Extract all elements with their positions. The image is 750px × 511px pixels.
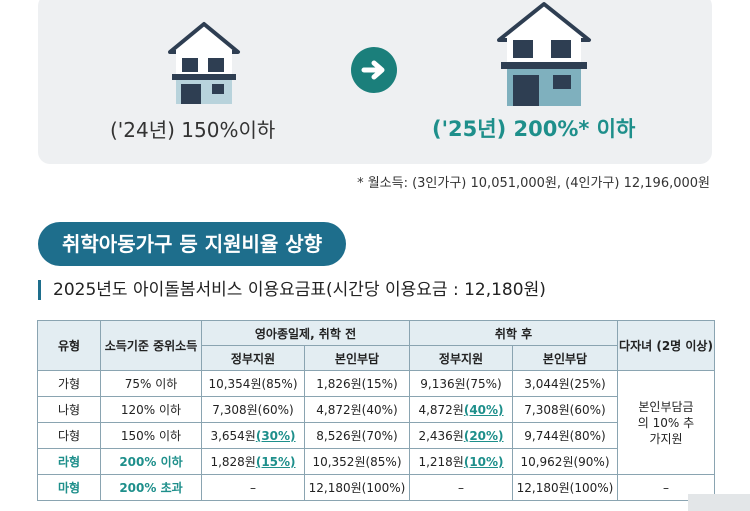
- fee-table: 유형 소득기준 중위소득 영아종일제, 취학 전 취학 후 다자녀 (2명 이상…: [37, 320, 715, 501]
- house-icon: [166, 20, 242, 104]
- percent-highlight: (30%): [255, 429, 296, 443]
- header-post-gov: 정부지원: [409, 345, 513, 371]
- header-before-school: 영아종일제, 취학 전: [201, 320, 410, 346]
- post-gov-cell: 4,872원(40%): [409, 396, 513, 423]
- post-self-cell: 3,044원(25%): [512, 370, 618, 397]
- pre-gov-cell: 10,354원(85%): [201, 370, 305, 397]
- amount: 4,872원: [418, 403, 464, 417]
- table-row: 다형 150% 이하 3,654원(30%) 8,526원(70%) 2,436…: [37, 422, 715, 449]
- income-cell: 150% 이하: [100, 422, 202, 449]
- pre-self-cell: 10,352원(85%): [304, 448, 410, 475]
- table-row: 라형 200% 이하 1,828원(15%) 10,352원(85%) 1,21…: [37, 448, 715, 475]
- income-cell: 120% 이하: [100, 396, 202, 423]
- pre-gov-cell: 7,308원(60%): [201, 396, 305, 423]
- post-gov-cell: 2,436원(20%): [409, 422, 513, 449]
- income-cell: 75% 이하: [100, 370, 202, 397]
- arrow-right-icon: [351, 47, 397, 93]
- post-gov-cell: 1,218원(10%): [409, 448, 513, 475]
- type-cell: 라형: [37, 448, 101, 475]
- post-self-cell: 7,308원(60%): [512, 396, 618, 423]
- pre-self-cell: 8,526원(70%): [304, 422, 410, 449]
- header-multi-child: 다자녀 (2명 이상): [617, 320, 715, 371]
- type-cell: 나형: [37, 396, 101, 423]
- income-cell: 200% 이하: [100, 448, 202, 475]
- pre-self-cell: 12,180원(100%): [304, 474, 410, 501]
- corner-overlay: [688, 494, 750, 511]
- header-income: 소득기준 중위소득: [100, 320, 202, 371]
- pre-gov-cell: 1,828원(15%): [201, 448, 305, 475]
- table-row: 나형 120% 이하 7,308원(60%) 4,872원(40%) 4,872…: [37, 396, 715, 423]
- house-icon: [495, 0, 593, 106]
- amount: 3,654원: [210, 429, 256, 443]
- type-cell: 마형: [37, 474, 101, 501]
- pre-self-cell: 4,872원(40%): [304, 396, 410, 423]
- table-title: 2025년도 아이돌봄서비스 이용요금표(시간당 이용요금 : 12,180원): [38, 280, 546, 300]
- income-cell: 200% 초과: [100, 474, 202, 501]
- header-pre-self: 본인부담: [304, 345, 410, 371]
- amount: 1,218원: [418, 455, 464, 469]
- pre-self-cell: 1,826원(15%): [304, 370, 410, 397]
- post-self-cell: 10,962원(90%): [512, 448, 618, 475]
- amount: 2,436원: [418, 429, 464, 443]
- percent-highlight: (40%): [463, 403, 504, 417]
- header-pre-gov: 정부지원: [201, 345, 305, 371]
- percent-highlight: (10%): [463, 455, 504, 469]
- amount: 1,828원: [210, 455, 256, 469]
- header-type: 유형: [37, 320, 101, 371]
- table-row: 가형 75% 이하 10,354원(85%) 1,826원(15%) 9,136…: [37, 370, 715, 475]
- post-gov-cell: –: [409, 474, 513, 501]
- post-self-cell: 9,744원(80%): [512, 422, 618, 449]
- type-cell: 가형: [37, 370, 101, 397]
- multi-child-note: 본인부담금의 10% 추가지원: [617, 370, 715, 475]
- after-income-label: ('25년) 200%* 이하: [432, 117, 636, 141]
- header-post-self: 본인부담: [512, 345, 618, 371]
- before-income-label: ('24년) 150%이하: [110, 118, 276, 142]
- pre-gov-cell: –: [201, 474, 305, 501]
- footnote: * 월소득: (3인가구) 10,051,000원, (4인가구) 12,196…: [357, 176, 710, 191]
- percent-highlight: (20%): [463, 429, 504, 443]
- table-row: 마형 200% 초과 – 12,180원(100%) – 12,180원(100…: [37, 474, 715, 501]
- percent-highlight: (15%): [255, 455, 296, 469]
- post-gov-cell: 9,136원(75%): [409, 370, 513, 397]
- pre-gov-cell: 3,654원(30%): [201, 422, 305, 449]
- section-badge: 취학아동가구 등 지원비율 상향: [38, 222, 347, 266]
- post-self-cell: 12,180원(100%): [512, 474, 618, 501]
- header-after-school: 취학 후: [409, 320, 618, 346]
- type-cell: 다형: [37, 422, 101, 449]
